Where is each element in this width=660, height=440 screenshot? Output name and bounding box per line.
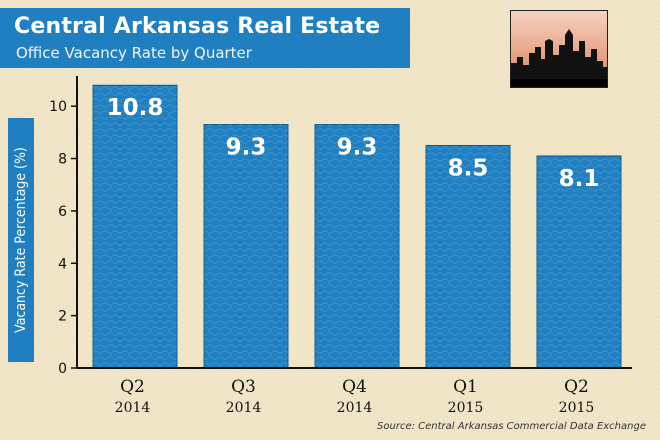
x-tick-label-year: 2015 — [559, 400, 595, 416]
x-tick-label-quarter: Q2 — [120, 377, 145, 397]
bar-value-label: 8.1 — [559, 166, 600, 192]
bar-texture — [315, 124, 399, 368]
chart-subtitle: Office Vacancy Rate by Quarter — [16, 44, 252, 62]
y-axis-label-band — [8, 118, 34, 362]
bar-value-label: 9.3 — [337, 135, 378, 161]
y-tick-label: 8 — [58, 152, 67, 168]
source-note: Source: Central Arkansas Commercial Data… — [377, 421, 646, 432]
skyline-icon — [511, 29, 607, 87]
bar-texture — [93, 85, 177, 369]
x-tick-label-quarter: Q2 — [564, 377, 589, 397]
chart-title: Central Arkansas Real Estate — [14, 14, 381, 39]
y-tick-label: 4 — [58, 256, 67, 272]
bar-value-label: 8.5 — [448, 155, 489, 181]
x-tick-label-year: 2015 — [448, 400, 484, 416]
x-tick-label-quarter: Q4 — [342, 377, 367, 397]
x-tick-label-year: 2014 — [226, 400, 262, 416]
bar-value-label: 10.8 — [107, 95, 164, 121]
bar-texture — [204, 124, 288, 368]
chart-header: Central Arkansas Real Estate Office Vaca… — [0, 8, 410, 68]
y-tick-label: 0 — [58, 361, 67, 377]
city-skyline-logo — [510, 10, 608, 88]
x-tick-label-quarter: Q1 — [453, 377, 478, 397]
bar-texture — [426, 145, 510, 368]
bar-value-label: 9.3 — [226, 135, 267, 161]
bar-texture — [537, 155, 621, 368]
y-tick-label: 6 — [58, 204, 67, 220]
x-tick-label-year: 2014 — [115, 400, 151, 416]
y-tick-label: 2 — [58, 309, 67, 325]
y-tick-label: 10 — [49, 99, 67, 115]
x-tick-label-year: 2014 — [337, 400, 373, 416]
x-tick-label-quarter: Q3 — [231, 377, 256, 397]
